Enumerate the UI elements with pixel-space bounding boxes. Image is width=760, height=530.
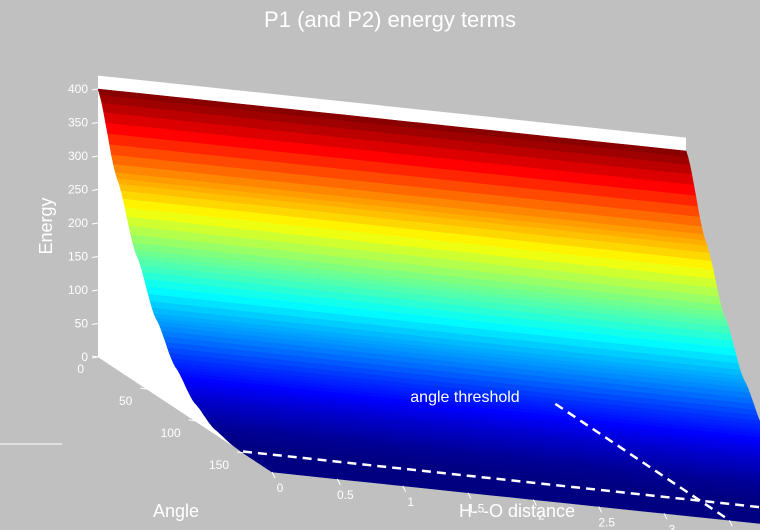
surface-patch (752, 484, 760, 488)
surface-patch (744, 497, 760, 502)
y-tick-mark (91, 355, 99, 358)
surface-patch (753, 455, 760, 461)
y-tick-mark (140, 387, 147, 390)
y-axis-label: Angle (153, 501, 199, 521)
x-tick-label: 2 (538, 509, 545, 523)
z-tick-label: 250 (68, 183, 88, 197)
threshold-lines (242, 402, 760, 522)
z-tick-mark (91, 88, 99, 91)
x-tick-mark (728, 519, 733, 527)
z-tick-label: 50 (75, 317, 89, 331)
x-tick-label: 1 (407, 495, 414, 509)
y-tick-mark (188, 419, 195, 422)
distance-axis-ticks: 00.511.522.533.544.5 (271, 471, 746, 530)
surface-patch (737, 490, 760, 496)
surface-patch (751, 451, 760, 458)
z-tick-label: 0 (81, 350, 88, 364)
z-tick-mark (91, 256, 99, 258)
x-tick-label: 2.5 (598, 515, 615, 529)
z-tick-label: 150 (68, 250, 88, 264)
x-tick-label: 0.5 (337, 488, 354, 502)
x-tick-mark (663, 513, 668, 520)
surface-patch (744, 474, 760, 480)
x-tick-label: 0 (277, 481, 284, 495)
surface-patch (741, 494, 760, 499)
z-tick-label: 100 (68, 283, 88, 297)
surface-patch (735, 519, 760, 524)
surface-patch (740, 469, 760, 475)
z-tick-mark (91, 189, 99, 191)
z-tick-label: 200 (68, 216, 88, 230)
surface-patch (733, 487, 760, 493)
surface-patch (742, 431, 760, 438)
z-tick-label: 400 (68, 82, 88, 96)
x-tick-mark (402, 485, 407, 493)
y-tick-label: 100 (161, 426, 181, 440)
z-axis-label: Energy (36, 197, 56, 254)
z-tick-mark (91, 122, 99, 124)
y-tick-label: 150 (209, 458, 229, 472)
surface-patch (755, 459, 760, 463)
z-tick-mark (91, 289, 99, 292)
x-axis-label: H- -O distance (459, 501, 575, 521)
surface-patch (749, 447, 760, 454)
surface-patch (756, 488, 760, 491)
x-tick-label: 3 (669, 522, 676, 530)
surface-patch (750, 502, 760, 506)
angle-axis-ticks: 0 50 100 150 (77, 355, 244, 472)
surface-patch (735, 489, 760, 494)
energy-axis-ticks: 0 50 100 150 200 250 300 350 400 (68, 82, 99, 364)
surface-patch (738, 466, 760, 472)
z-tick-mark (91, 222, 99, 225)
surface-patch (753, 486, 760, 490)
z-tick-label: 350 (68, 116, 88, 130)
angle-threshold-annotation: angle threshold (410, 389, 519, 406)
y-tick-label: 0 (77, 362, 84, 376)
x-tick-label: 1.5 (468, 502, 485, 516)
z-tick-mark (91, 323, 99, 325)
y-tick-mark (236, 451, 244, 454)
surface-patch (736, 463, 760, 470)
surface-patch (746, 477, 760, 483)
surface-patch (739, 492, 760, 498)
distance-threshold-line (554, 402, 731, 522)
z-tick-mark (91, 155, 99, 158)
x-tick-mark (271, 471, 276, 479)
x-tick-mark (336, 478, 341, 486)
chart-title: P1 (and P2) energy terms (264, 7, 516, 32)
angle-threshold-line (242, 450, 760, 509)
surface-patch (738, 425, 760, 432)
surface-patch (743, 496, 760, 501)
surface-patch (736, 422, 760, 429)
surface-patch (734, 417, 760, 426)
surface-patch (734, 461, 760, 467)
surface-patch (748, 443, 760, 450)
z-tick-label: 300 (68, 149, 88, 163)
surface-patch (748, 480, 760, 485)
x-tick-mark (598, 506, 603, 513)
y-tick-label: 50 (119, 394, 133, 408)
surface-patch (740, 428, 760, 435)
surface-patch (732, 459, 760, 465)
x-tick-mark (467, 492, 472, 499)
energy-surface (97, 88, 760, 524)
x-tick-mark (532, 499, 537, 506)
